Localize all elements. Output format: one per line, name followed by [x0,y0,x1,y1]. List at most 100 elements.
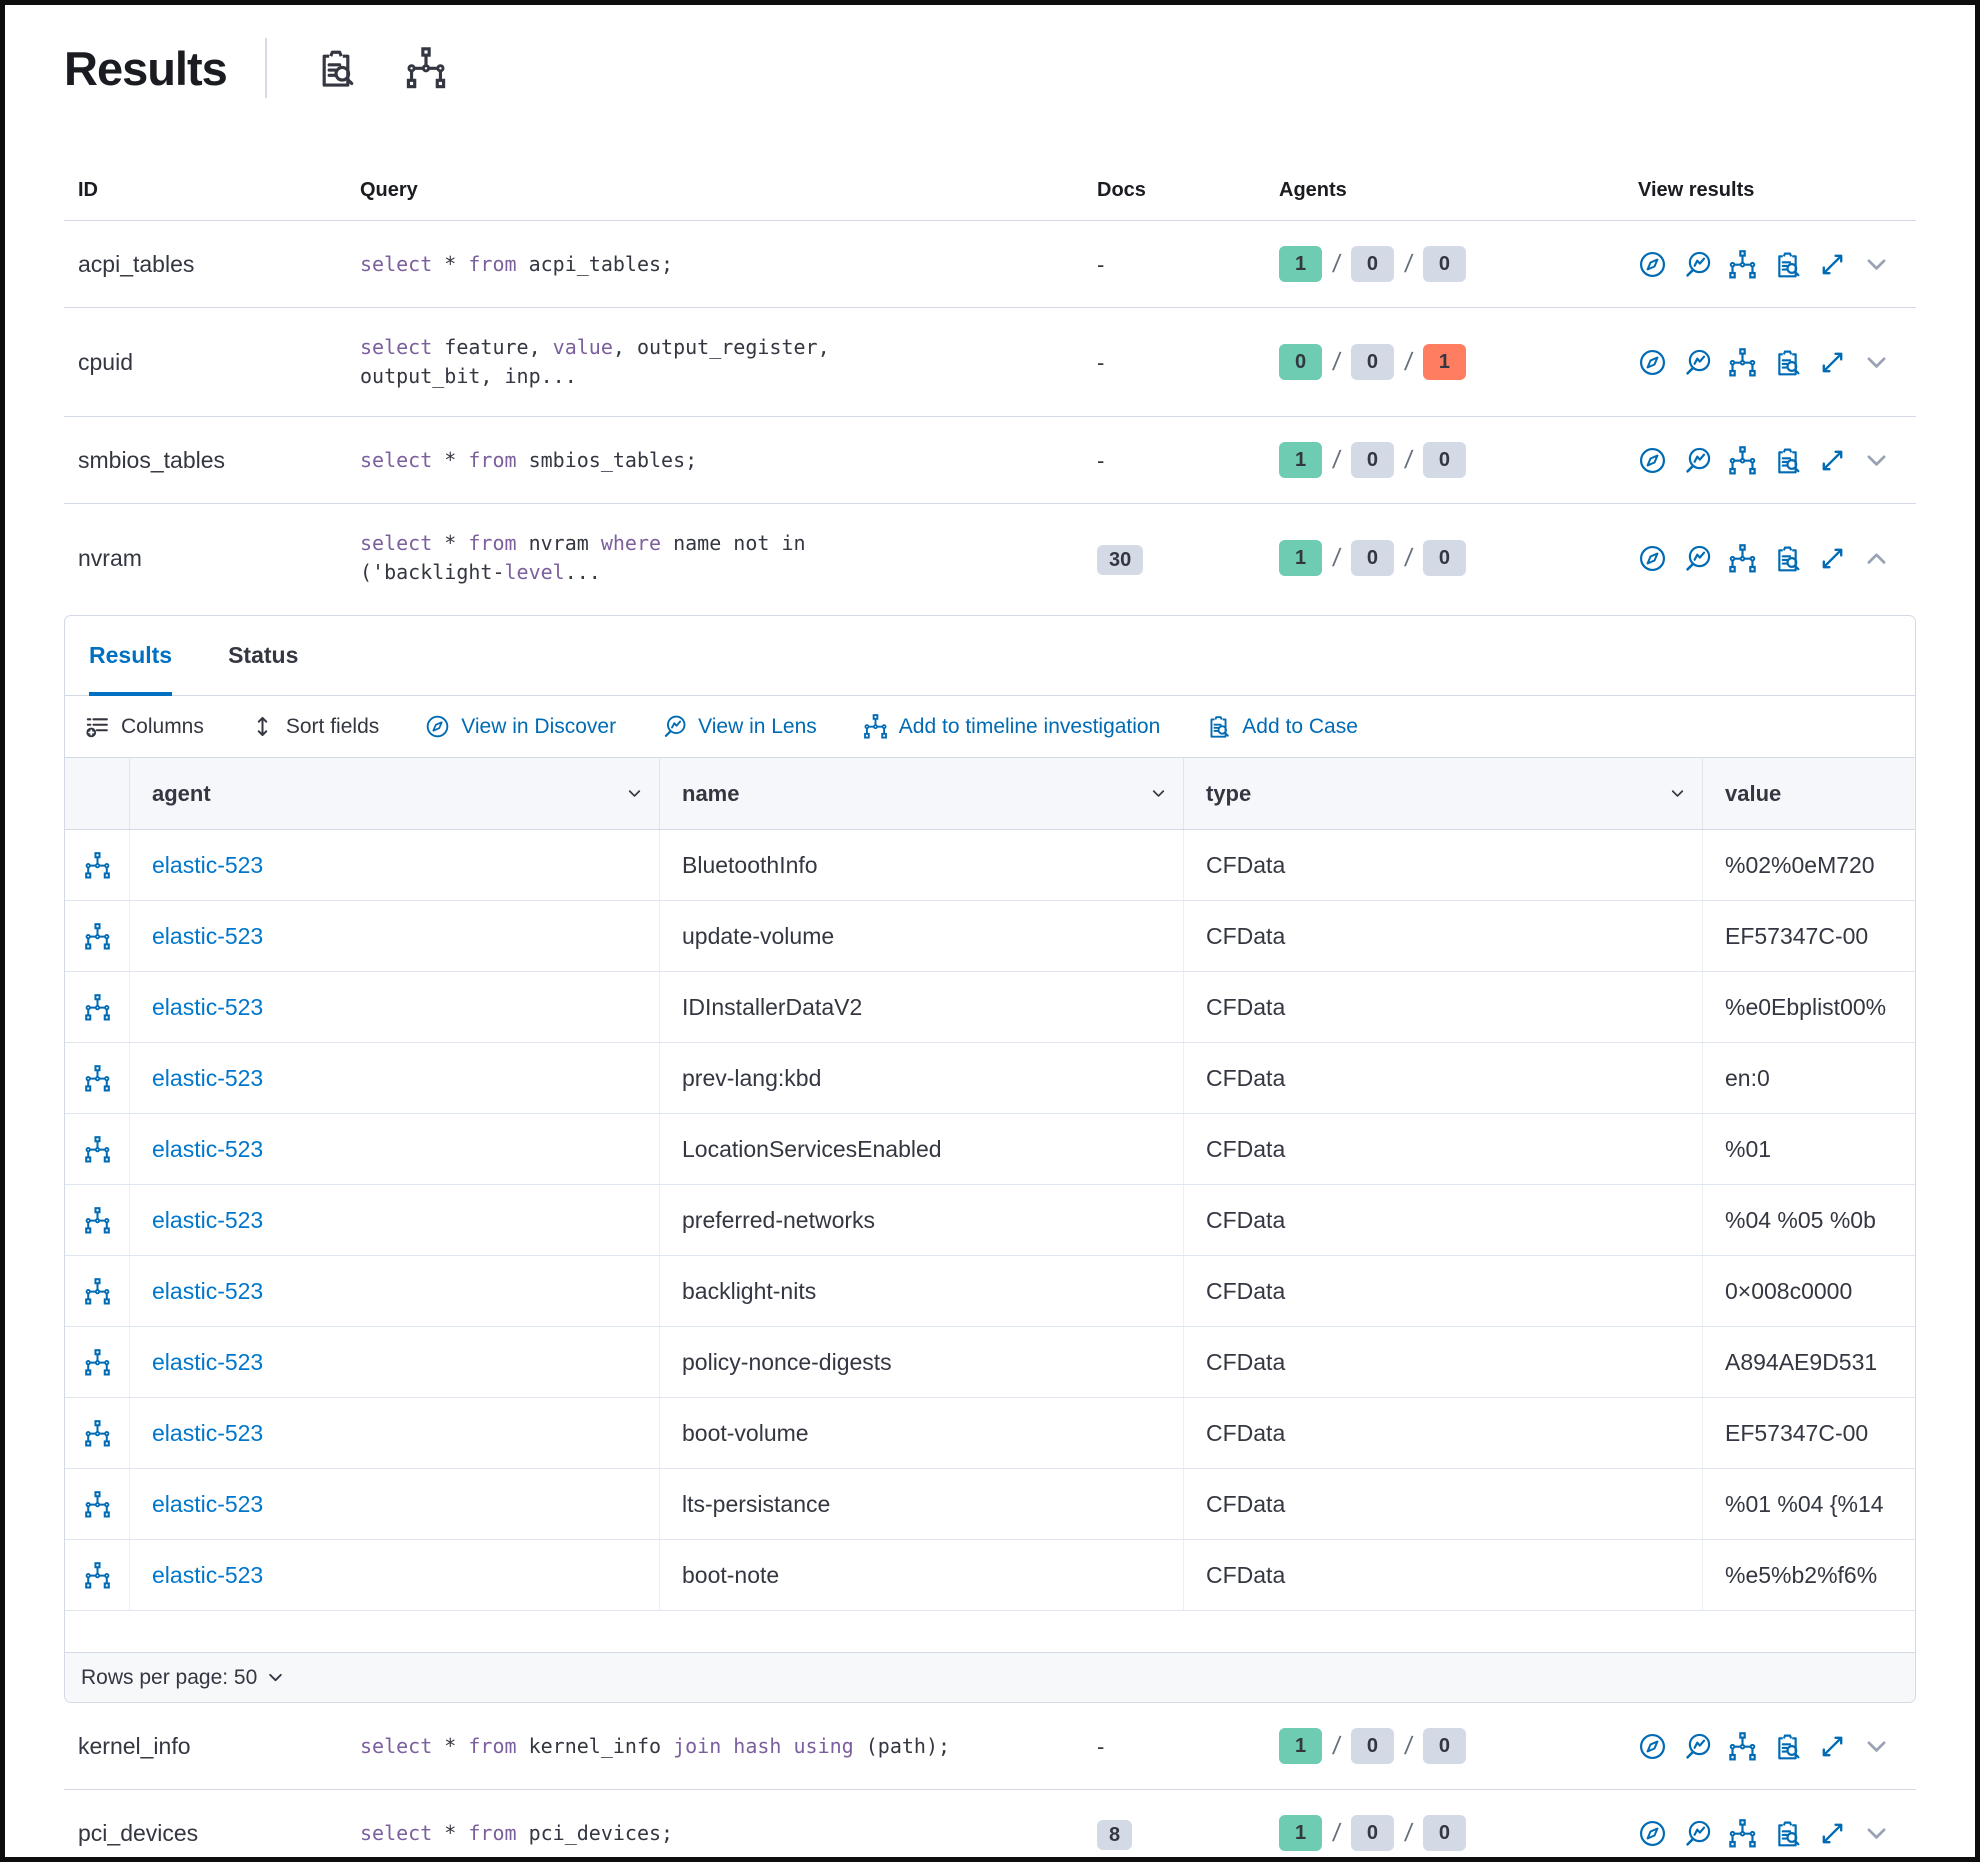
view-in-discover-icon[interactable] [1638,1819,1667,1848]
add-to-case-icon[interactable] [1773,446,1802,475]
query-row-nvram: nvram select * from nvram where name not… [64,504,1916,607]
view-in-discover-icon[interactable] [1638,250,1667,279]
nvram-results-panel: Results Status Columns Sort fields View … [64,615,1916,1703]
result-type: CFData [1184,1469,1703,1539]
timeline-icon[interactable] [405,47,447,89]
chevron-down-icon[interactable] [1150,785,1167,802]
expand-icon[interactable] [1818,250,1847,279]
grid-header-name[interactable]: name [660,758,1184,829]
columns-button[interactable]: Columns [85,714,204,739]
add-to-timeline-icon[interactable] [1728,348,1757,377]
agent-link[interactable]: elastic-523 [152,1277,264,1304]
agent-link[interactable]: elastic-523 [152,1490,264,1517]
compass-icon [425,714,450,739]
grid-body: elastic-523 BluetoothInfo CFData %02%0eM… [65,830,1915,1611]
agent-link[interactable]: elastic-523 [152,1064,264,1091]
view-in-lens-icon[interactable] [1683,250,1712,279]
chevron-down-icon[interactable] [1863,1733,1890,1760]
agent-link[interactable]: elastic-523 [152,1206,264,1233]
add-to-case-icon[interactable] [1773,348,1802,377]
add-to-case-icon[interactable] [1773,544,1802,573]
expand-icon[interactable] [1818,1732,1847,1761]
view-in-lens-button[interactable]: View in Lens [662,714,817,739]
view-in-lens-icon[interactable] [1683,544,1712,573]
timeline-icon[interactable] [84,852,111,879]
agent-link[interactable]: elastic-523 [152,1419,264,1446]
add-to-case-icon[interactable] [1773,1732,1802,1761]
grid-header-type[interactable]: type [1184,758,1703,829]
tab-status[interactable]: Status [228,616,298,695]
query-row-kernel-info: kernel_info select * from kernel_info jo… [64,1703,1916,1790]
chevron-down-icon[interactable] [1669,785,1686,802]
sql-token: from [468,447,517,472]
agent-link[interactable]: elastic-523 [152,1561,264,1588]
chevron-down-icon[interactable] [626,785,643,802]
timeline-icon[interactable] [84,923,111,950]
tab-results[interactable]: Results [89,616,173,696]
view-in-lens-icon[interactable] [1683,348,1712,377]
slash: / [1403,1731,1414,1760]
timeline-icon[interactable] [84,994,111,1021]
timeline-icon[interactable] [84,1207,111,1234]
add-to-case-icon[interactable] [1773,1819,1802,1848]
sql-token: level [504,560,565,584]
query-id: nvram [78,544,142,571]
chevron-down-icon[interactable] [1863,1820,1890,1847]
view-in-discover-button[interactable]: View in Discover [425,714,616,739]
chevron-down-icon[interactable] [1863,447,1890,474]
inspect-icon[interactable] [315,47,357,89]
agent-link[interactable]: elastic-523 [152,1348,264,1375]
chevron-up-icon[interactable] [1863,545,1890,572]
column-header-agents: Agents [1279,179,1347,201]
agents-pending-badge: 0 [1350,540,1394,576]
expand-icon[interactable] [1818,1819,1847,1848]
slash: / [1403,249,1414,278]
chevron-down-icon[interactable] [1863,251,1890,278]
agents-failed-badge: 0 [1422,246,1466,282]
expand-icon[interactable] [1818,348,1847,377]
add-to-case-icon[interactable] [1773,250,1802,279]
view-in-discover-icon[interactable] [1638,348,1667,377]
query-sql: select * from acpi_tables; [360,250,1020,279]
view-results-actions [1622,446,1916,475]
sql-token: * [432,1733,469,1758]
view-in-discover-icon[interactable] [1638,544,1667,573]
sql-token: pci_devices; [516,1820,674,1845]
sql-token: select [360,1733,433,1758]
chevron-down-icon[interactable] [1863,349,1890,376]
view-in-lens-icon[interactable] [1683,1732,1712,1761]
add-to-timeline-icon[interactable] [1728,1732,1757,1761]
add-to-timeline-button[interactable]: Add to timeline investigation [863,714,1160,739]
agents-status: 1 / 0 / 0 [1258,442,1622,478]
timeline-icon[interactable] [84,1562,111,1589]
view-in-discover-icon[interactable] [1638,1732,1667,1761]
add-to-timeline-icon[interactable] [1728,446,1757,475]
view-in-discover-icon[interactable] [1638,446,1667,475]
timeline-icon[interactable] [84,1278,111,1305]
expand-icon[interactable] [1818,544,1847,573]
view-in-lens-icon[interactable] [1683,446,1712,475]
agent-link[interactable]: elastic-523 [152,993,264,1020]
timeline-icon[interactable] [84,1136,111,1163]
add-to-timeline-icon[interactable] [1728,1819,1757,1848]
result-type: CFData [1184,1185,1703,1255]
agent-link[interactable]: elastic-523 [152,922,264,949]
grid-header-value[interactable]: value [1725,780,1782,806]
sort-fields-button[interactable]: Sort fields [250,714,379,739]
agents-success-badge: 0 [1279,344,1322,380]
timeline-icon[interactable] [84,1491,111,1518]
timeline-icon[interactable] [84,1065,111,1092]
expand-icon[interactable] [1818,446,1847,475]
add-to-timeline-icon[interactable] [1728,250,1757,279]
add-to-timeline-icon[interactable] [1728,544,1757,573]
rows-per-page-button[interactable]: Rows per page: 50 [81,1666,285,1690]
timeline-icon[interactable] [84,1420,111,1447]
view-in-lens-icon[interactable] [1683,1819,1712,1848]
agent-link[interactable]: elastic-523 [152,1135,264,1162]
grid-header-agent[interactable]: agent [130,758,660,829]
add-to-case-button[interactable]: Add to Case [1206,714,1358,739]
sql-token: output_bit, inp... [360,364,577,388]
timeline-icon[interactable] [84,1349,111,1376]
agents-status: 1 / 0 / 0 [1258,1815,1622,1851]
agent-link[interactable]: elastic-523 [152,851,264,878]
